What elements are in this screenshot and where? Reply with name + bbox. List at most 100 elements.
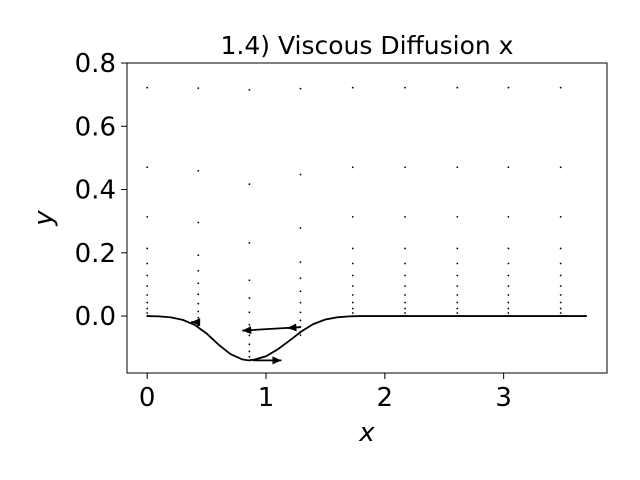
- grid-point: [197, 269, 200, 272]
- grid-point: [559, 285, 562, 287]
- grid-point: [248, 242, 251, 244]
- grid-point: [197, 221, 200, 224]
- plot-frame: [126, 62, 608, 374]
- grid-point: [404, 307, 406, 310]
- grid-point: [248, 279, 251, 282]
- y-tick-label: 0.8: [75, 49, 116, 79]
- grid-point: [507, 247, 510, 250]
- grid-point: [559, 312, 562, 314]
- grid-point: [559, 247, 562, 250]
- grid-point: [507, 294, 510, 296]
- grid-point: [197, 254, 200, 257]
- velocity-vector: [252, 356, 282, 365]
- grid-point: [456, 294, 459, 296]
- grid-point: [404, 285, 406, 287]
- grid-point: [146, 86, 149, 89]
- grid-point: [559, 86, 562, 89]
- grid-point: [248, 88, 251, 91]
- grid-point: [351, 262, 354, 265]
- grid-point: [197, 170, 200, 172]
- grid-point: [351, 285, 354, 287]
- x-tick-label: 3: [495, 383, 512, 413]
- grid-point: [248, 350, 251, 353]
- grid-point: [456, 274, 459, 277]
- grid-point: [146, 285, 149, 287]
- grid-point: [146, 274, 149, 277]
- grid-point: [351, 215, 354, 218]
- grid-point: [248, 355, 251, 358]
- grid-point: [507, 301, 510, 304]
- grid-point: [299, 301, 302, 304]
- grid-point: [146, 262, 149, 265]
- grid-point: [351, 166, 354, 169]
- grid-point: [146, 215, 149, 218]
- grid-point: [456, 262, 459, 265]
- grid-point: [146, 247, 149, 250]
- grid-point: [507, 274, 510, 277]
- grid-point: [456, 166, 459, 169]
- grid-point: [299, 290, 302, 293]
- grid-point: [507, 312, 510, 314]
- y-axis-title: y: [29, 210, 59, 227]
- grid-point: [351, 301, 354, 304]
- grid-point: [507, 215, 510, 218]
- grid-point: [351, 312, 354, 314]
- grid-point: [456, 312, 459, 314]
- grid-point: [146, 312, 149, 314]
- grid-point: [197, 293, 200, 296]
- grid-point: [456, 307, 459, 310]
- y-axis-ticks: 0.0 0.2 0.4 0.6 0.8: [75, 49, 127, 332]
- grid-point: [456, 301, 459, 304]
- grid-point: [351, 294, 354, 296]
- grid-point: [299, 261, 302, 263]
- grid-point: [507, 166, 510, 169]
- velocity-vector: [287, 323, 301, 332]
- x-tick-label: 0: [139, 383, 156, 413]
- wall-profile-line: [147, 315, 587, 362]
- grid-point: [559, 307, 562, 310]
- y-tick-label: 0.6: [75, 112, 116, 142]
- grid-points: [146, 86, 562, 362]
- x-tick-label: 1: [258, 383, 275, 413]
- y-tick-label: 0.2: [75, 239, 116, 269]
- grid-point: [404, 274, 406, 277]
- grid-point: [559, 215, 562, 218]
- velocity-vectors: [191, 318, 301, 365]
- grid-point: [197, 282, 200, 285]
- grid-point: [197, 310, 200, 313]
- grid-point: [351, 307, 354, 310]
- grid-point: [351, 274, 354, 277]
- grid-point: [248, 183, 251, 186]
- grid-point: [197, 87, 200, 90]
- grid-point: [404, 312, 406, 314]
- grid-point: [404, 262, 406, 265]
- y-tick-label: 0.0: [75, 302, 116, 332]
- grid-point: [248, 297, 251, 299]
- grid-point: [456, 247, 459, 250]
- grid-point: [456, 86, 459, 89]
- grid-point: [248, 334, 251, 337]
- grid-point: [197, 302, 200, 305]
- grid-point: [299, 277, 302, 280]
- grid-point: [559, 294, 562, 296]
- grid-point: [248, 343, 251, 346]
- grid-point: [559, 301, 562, 304]
- grid-point: [507, 307, 510, 310]
- grid-point: [559, 166, 562, 169]
- grid-point: [248, 323, 251, 326]
- grid-point: [299, 173, 302, 176]
- grid-point: [559, 274, 562, 277]
- y-tick-label: 0.4: [75, 176, 116, 206]
- grid-point: [299, 87, 302, 90]
- velocity-vector: [191, 318, 201, 327]
- grid-point: [404, 215, 406, 218]
- grid-point: [351, 86, 354, 89]
- grid-point: [146, 301, 149, 304]
- grid-point: [559, 262, 562, 265]
- grid-point: [197, 316, 200, 319]
- grid-point: [404, 301, 406, 304]
- grid-point: [299, 319, 302, 322]
- x-axis-title: x: [358, 418, 375, 448]
- grid-point: [507, 285, 510, 287]
